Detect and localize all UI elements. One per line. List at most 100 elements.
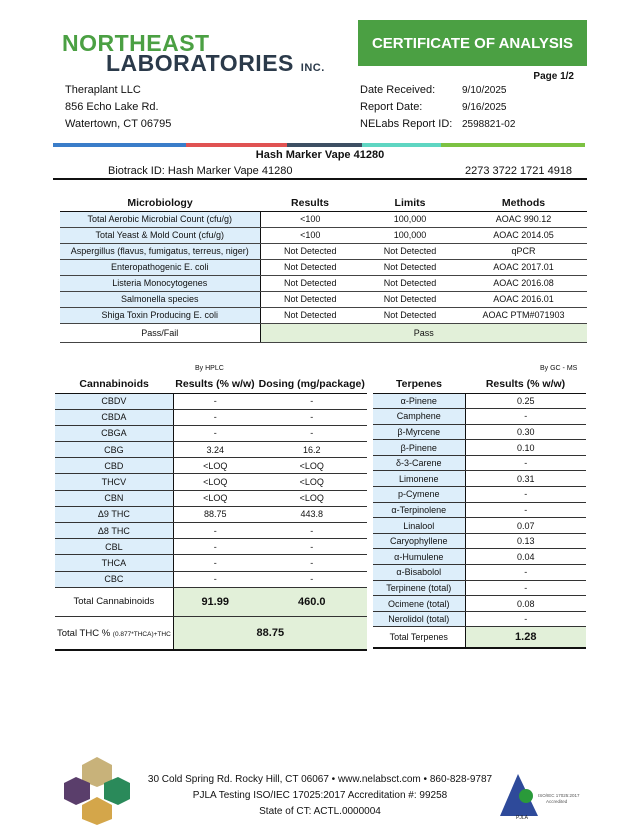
table-row: CBD <LOQ <LOQ bbox=[55, 457, 367, 475]
date-received-label: Date Received: bbox=[360, 84, 436, 96]
col-header: Cannabinoids bbox=[55, 376, 174, 394]
result: 0.31 bbox=[465, 470, 586, 488]
date-received-value: 9/10/2025 bbox=[462, 85, 507, 96]
result: 88.75 bbox=[173, 506, 257, 524]
terpene-name: β-Pinene bbox=[373, 439, 466, 456]
terpene-name: p-Cymene bbox=[373, 486, 466, 503]
limit: Not Detected bbox=[360, 243, 460, 260]
logo-line1: NORTHEAST bbox=[62, 30, 210, 56]
total-thc-label-cell: Total THC % (0.877*THCA)+THC bbox=[55, 616, 174, 652]
table-row: Total Aerobic Microbial Count (cfu/g) <10… bbox=[60, 211, 587, 228]
pjla-logo-icon: PJLA ISO/IEC 17025:2017 Accredited bbox=[500, 774, 580, 820]
result: <100 bbox=[260, 211, 360, 228]
col-header: Results (% w/w) bbox=[173, 376, 257, 394]
table-row: α-Humulene 0.04 bbox=[373, 548, 586, 566]
table-row: β-Pinene 0.10 bbox=[373, 439, 586, 456]
product-title: Hash Marker Vape 41280 bbox=[255, 149, 385, 161]
total-thc-label: Total THC % bbox=[57, 627, 111, 639]
cannabinoid-name: CBD bbox=[55, 457, 174, 475]
dosing: - bbox=[256, 554, 367, 572]
terpene-name: Terpinene (total) bbox=[373, 580, 466, 597]
result: Not Detected bbox=[260, 275, 360, 292]
table-row: Δ9 THC 88.75 443.8 bbox=[55, 506, 367, 524]
result: <100 bbox=[260, 227, 360, 244]
test-name: Shiga Toxin Producing E. coli bbox=[60, 307, 261, 324]
result: 0.30 bbox=[465, 424, 586, 441]
result: - bbox=[465, 408, 586, 425]
table-row: Salmonella species Not Detected Not Detect… bbox=[60, 291, 587, 308]
dosing: - bbox=[256, 393, 367, 410]
table-row: Ocimene (total) 0.08 bbox=[373, 595, 586, 612]
dosing: 16.2 bbox=[256, 441, 367, 459]
method: AOAC 990.12 bbox=[460, 211, 587, 228]
cannabinoid-name: THCV bbox=[55, 473, 174, 491]
terpene-name: α-Humulene bbox=[373, 548, 466, 566]
limit: Not Detected bbox=[360, 291, 460, 308]
dosing: - bbox=[256, 409, 367, 426]
microbiology-table: Microbiology Results Limits Methods Total A… bbox=[60, 195, 587, 343]
result: 0.13 bbox=[465, 533, 586, 550]
result: - bbox=[173, 571, 257, 588]
terpenes-table: Terpenes Results (% w/w) α-Pinene 0.25 Camp… bbox=[373, 376, 586, 649]
cannabinoid-name: CBGA bbox=[55, 425, 174, 443]
client-city: Watertown, CT 06795 bbox=[65, 118, 172, 130]
terpene-method: By GC - MS bbox=[540, 365, 578, 372]
table-row: δ-3-Carene - bbox=[373, 455, 586, 472]
result: - bbox=[465, 486, 586, 503]
dosing: - bbox=[256, 522, 367, 540]
terpene-name: Linalool bbox=[373, 517, 466, 534]
col-header: Methods bbox=[460, 195, 587, 212]
report-date-label: Report Date: bbox=[360, 101, 423, 113]
table-row: Aspergillus (flavus, fumigatus, terreus,… bbox=[60, 243, 587, 260]
result: Not Detected bbox=[260, 259, 360, 276]
result: 0.08 bbox=[465, 595, 586, 612]
total-thc-formula: (0.877*THCA)+THC bbox=[112, 630, 171, 638]
method: AOAC 2016.01 bbox=[460, 291, 587, 308]
total-terpenes-value: 1.28 bbox=[465, 626, 586, 649]
cannabinoid-name: CBC bbox=[55, 571, 174, 588]
limit: 100,000 bbox=[360, 211, 460, 228]
report-date-value: 9/16/2025 bbox=[462, 102, 507, 113]
table-row: CBG 3.24 16.2 bbox=[55, 441, 367, 459]
table-row: Camphene - bbox=[373, 408, 586, 425]
table-row: β-Myrcene 0.30 bbox=[373, 424, 586, 441]
terpene-name: α-Terpinolene bbox=[373, 502, 466, 519]
dosing: 443.8 bbox=[256, 506, 367, 524]
table-row: α-Terpinolene - bbox=[373, 502, 586, 519]
terpene-name: Caryophyllene bbox=[373, 533, 466, 550]
logo: NORTHEAST bbox=[62, 30, 210, 57]
terpene-name: Nerolidol (total) bbox=[373, 611, 466, 628]
footer-accreditation: PJLA Testing ISO/IEC 17025:2017 Accredit… bbox=[192, 790, 448, 801]
method: AOAC 2016.08 bbox=[460, 275, 587, 292]
table-row: Δ8 THC - - bbox=[55, 522, 367, 540]
biotrack-id: 2273 3722 1721 4918 bbox=[465, 165, 573, 177]
result: - bbox=[465, 611, 586, 628]
result: Not Detected bbox=[260, 243, 360, 260]
client-name: Theraplant LLC bbox=[65, 84, 141, 96]
terpene-name: Ocimene (total) bbox=[373, 595, 466, 612]
col-header: Microbiology bbox=[60, 195, 260, 212]
col-header: Terpenes bbox=[373, 376, 465, 394]
dosing: <LOQ bbox=[256, 490, 367, 507]
terpene-name: δ-3-Carene bbox=[373, 455, 466, 472]
table-row: Enteropathogenic E. coli Not Detected Not … bbox=[60, 259, 587, 276]
total-cannabinoids-label: Total Cannabinoids bbox=[55, 587, 174, 617]
table-row: Shiga Toxin Producing E. coli Not Detecte… bbox=[60, 307, 587, 324]
col-header: Results bbox=[260, 195, 360, 212]
svg-text:PJLA: PJLA bbox=[516, 815, 529, 820]
dosing: - bbox=[256, 571, 367, 588]
table-row: CBL - - bbox=[55, 538, 367, 556]
result: - bbox=[465, 580, 586, 597]
table-row: Limonene 0.31 bbox=[373, 470, 586, 488]
cannabinoid-name: THCA bbox=[55, 554, 174, 572]
result: Not Detected bbox=[260, 291, 360, 308]
cannabinoid-name: CBN bbox=[55, 490, 174, 507]
dosing: <LOQ bbox=[256, 457, 367, 475]
result: - bbox=[465, 564, 586, 581]
svg-text:ISO/IEC 17025:2017: ISO/IEC 17025:2017 bbox=[538, 793, 580, 798]
test-name: Enteropathogenic E. coli bbox=[60, 259, 261, 276]
dosing: - bbox=[256, 538, 367, 556]
result: - bbox=[173, 409, 257, 426]
test-name: Salmonella species bbox=[60, 291, 261, 308]
col-header: Results (% w/w) bbox=[465, 376, 586, 394]
